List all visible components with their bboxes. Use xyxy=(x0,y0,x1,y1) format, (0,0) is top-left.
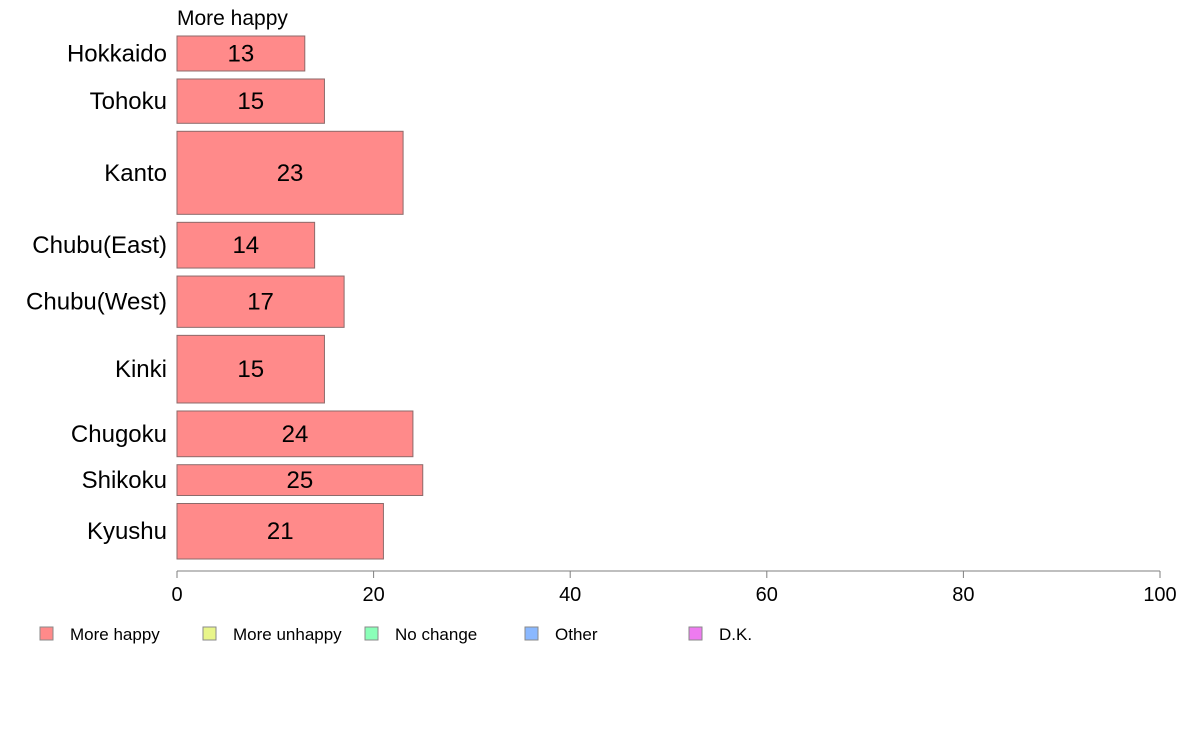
bar-value-label: 25 xyxy=(287,467,314,494)
legend-swatch xyxy=(39,626,54,641)
category-label: Kyushu xyxy=(87,518,167,545)
bar-value-label: 14 xyxy=(232,232,259,259)
bar xyxy=(176,275,345,328)
bar xyxy=(176,334,325,404)
legend-label: D.K. xyxy=(719,625,752,644)
category-label: Kanto xyxy=(104,160,167,187)
legend-swatch xyxy=(524,626,539,641)
bar-value-label: 17 xyxy=(247,289,274,316)
bar xyxy=(176,464,424,496)
x-tick-label: 40 xyxy=(559,584,581,606)
bar xyxy=(176,410,414,458)
bar xyxy=(176,35,306,72)
legend-label: No change xyxy=(395,625,477,644)
category-label: Hokkaido xyxy=(67,40,167,67)
x-tick-label: 0 xyxy=(171,584,182,606)
x-axis: 0 20 40 60 80 100 xyxy=(171,570,1177,606)
legend-label: More unhappy xyxy=(233,625,342,644)
legend-label: Other xyxy=(555,625,598,644)
x-tick-label: 20 xyxy=(362,584,384,606)
bar-value-label: 13 xyxy=(228,40,255,67)
bar-value-label: 15 xyxy=(237,356,264,383)
category-label: Shikoku xyxy=(82,467,167,494)
bar xyxy=(176,130,404,215)
category-label: Chubu(West) xyxy=(26,289,167,316)
legend-label: More happy xyxy=(70,625,160,644)
bar xyxy=(176,221,316,269)
x-tick-label: 100 xyxy=(1143,584,1176,606)
x-tick-label: 60 xyxy=(756,584,778,606)
bar xyxy=(176,78,325,124)
bar-value-label: 23 xyxy=(277,160,304,187)
bar xyxy=(176,502,384,560)
category-label: Tohoku xyxy=(90,88,167,115)
category-label: Chugoku xyxy=(71,421,167,448)
category-label: Chubu(East) xyxy=(32,232,167,259)
bar-value-label: 24 xyxy=(282,421,309,448)
bar-value-label: 21 xyxy=(267,518,294,545)
legend-swatch xyxy=(364,626,379,641)
legend-swatch xyxy=(202,626,217,641)
category-label: Kinki xyxy=(115,356,167,383)
bar-value-label: 15 xyxy=(237,88,264,115)
legend: More happy More unhappy No change Other D.K. xyxy=(39,625,752,644)
x-tick-label: 80 xyxy=(952,584,974,606)
legend-swatch xyxy=(688,626,703,641)
bars: 13 15 23 14 17 15 24 25 21 xyxy=(176,35,424,560)
series-title: More happy xyxy=(177,7,288,30)
category-labels: Hokkaido Tohoku Kanto Chubu(East) Chubu(West… xyxy=(26,40,167,545)
